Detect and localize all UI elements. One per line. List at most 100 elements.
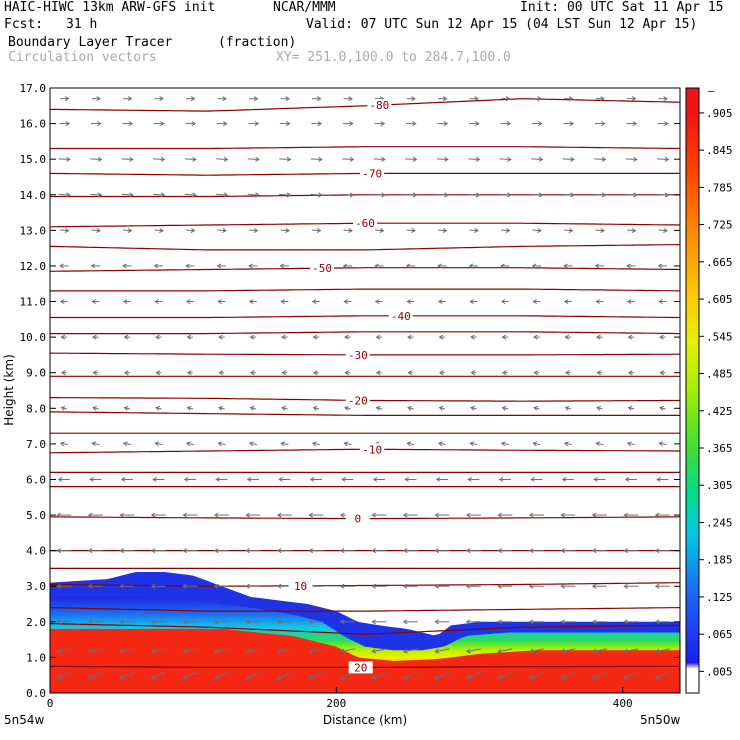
wind-vector	[213, 548, 229, 554]
wind-vector	[249, 370, 256, 376]
wind-vector	[213, 671, 230, 680]
wind-vector	[339, 648, 355, 654]
wind-vector	[247, 156, 260, 162]
wind-vector	[595, 299, 604, 305]
wind-vector	[215, 476, 228, 482]
wind-vector	[308, 671, 324, 680]
isotherm-label-bg	[310, 262, 335, 275]
wind-vector	[59, 263, 69, 269]
wind-vector	[437, 299, 446, 305]
wind-vector	[469, 441, 478, 447]
wind-vector	[343, 441, 352, 447]
wind-vector	[87, 512, 103, 518]
y-tick-label: 4.0	[26, 545, 46, 558]
wind-vector	[123, 370, 130, 376]
colorbar-label: .425	[706, 405, 733, 418]
wind-vector	[656, 476, 669, 482]
wind-vector	[213, 648, 229, 654]
y-tick-label: 13.0	[20, 224, 47, 237]
colorbar-label: .125	[706, 591, 733, 604]
wind-vector	[185, 441, 194, 447]
wind-vector	[248, 121, 260, 127]
wind-vector	[343, 96, 353, 102]
plot-frame	[49, 87, 681, 694]
wind-vector	[374, 299, 383, 305]
wind-vector	[564, 405, 572, 411]
wind-vector	[373, 156, 386, 162]
y-tick-label: 1.0	[26, 651, 46, 664]
wind-vector	[497, 648, 513, 654]
y-axis-label: Height (km)	[2, 354, 16, 425]
isotherm-label-bg	[348, 661, 373, 674]
wind-vector	[528, 648, 544, 654]
wind-vector	[562, 192, 575, 198]
wind-vector	[279, 192, 292, 198]
wind-vector	[465, 512, 481, 518]
y-tick-label: 5.0	[26, 509, 46, 522]
isotherm-label-bg	[345, 348, 370, 361]
wind-vector	[56, 583, 72, 589]
wind-vector	[249, 227, 259, 233]
wind-vector	[339, 619, 355, 625]
wind-vector	[182, 512, 198, 518]
wind-vector	[280, 441, 289, 447]
wind-vector	[186, 370, 193, 376]
wind-vector	[500, 441, 509, 447]
wind-vector	[249, 96, 259, 102]
wind-vector	[91, 227, 101, 233]
wind-vector	[500, 121, 512, 127]
wind-vector	[625, 156, 638, 162]
wind-vector	[185, 121, 197, 127]
tracer-field-high	[50, 628, 680, 693]
wind-vector	[123, 96, 133, 102]
isotherm-label-bg	[388, 309, 413, 322]
isotherm-label: 20	[354, 661, 367, 674]
wind-vector	[87, 583, 103, 589]
wind-vector	[434, 619, 450, 625]
y-tick-label: 2.0	[26, 616, 46, 629]
wind-vector	[184, 192, 197, 198]
wind-vector	[436, 192, 449, 198]
wind-vector	[626, 263, 636, 269]
wind-vector	[596, 370, 603, 376]
wind-vector	[659, 370, 666, 376]
wind-vector	[276, 671, 293, 680]
wind-vector	[470, 334, 477, 340]
wind-vector	[60, 96, 70, 102]
wind-vector	[528, 548, 544, 554]
wind-vector	[560, 548, 576, 554]
wind-vector	[281, 370, 288, 376]
wind-vector	[150, 548, 166, 554]
wind-vector	[402, 548, 418, 554]
wind-vector	[182, 671, 198, 680]
wind-vector	[90, 263, 101, 269]
wind-vector	[468, 121, 480, 127]
wind-vector	[533, 370, 540, 376]
wind-vector	[626, 121, 638, 127]
wind-vector	[312, 334, 320, 340]
wind-vector	[182, 583, 198, 589]
wind-vector	[218, 334, 225, 340]
colorbar-label: .245	[706, 516, 733, 529]
wind-vector	[465, 548, 481, 554]
wind-vector	[594, 263, 605, 269]
wind-vector	[56, 619, 72, 625]
wind-vector	[563, 121, 575, 127]
wind-vector	[120, 476, 133, 482]
wind-vector	[182, 619, 198, 625]
colorbar-label: .605	[706, 293, 733, 306]
wind-vector	[339, 583, 355, 589]
wind-vector	[497, 671, 513, 680]
wind-vector	[218, 370, 225, 376]
wind-vector	[564, 96, 574, 102]
wind-vector	[659, 405, 666, 411]
y-axis: 0.0 1.0 2.0 3.0 4.0 5.0 6.0 7.0 8.0 9.0 10.0 11.0 12…	[20, 82, 680, 700]
wind-vector	[564, 334, 572, 340]
wind-vector	[562, 156, 575, 162]
wind-vector	[437, 441, 446, 447]
wind-vector	[654, 619, 670, 625]
isotherm-label-bg	[353, 217, 377, 230]
model-title: HAIC-HIWC 13km ARW-GFS init	[4, 0, 216, 15]
wind-vector	[501, 405, 509, 411]
isotherm-label: 10	[294, 580, 307, 593]
